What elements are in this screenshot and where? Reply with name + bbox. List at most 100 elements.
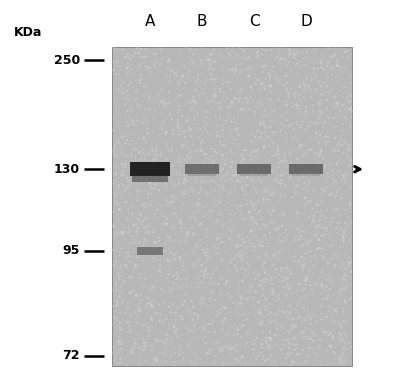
Point — [113, 173, 120, 179]
Point — [320, 82, 326, 88]
Point — [163, 311, 170, 317]
Point — [212, 76, 219, 82]
Point — [204, 100, 211, 106]
Point — [302, 315, 309, 321]
Point — [316, 229, 322, 235]
Point — [114, 264, 121, 270]
Point — [266, 82, 273, 89]
Point — [324, 271, 330, 277]
Point — [222, 233, 228, 239]
Point — [170, 272, 177, 279]
Point — [222, 178, 229, 184]
Point — [132, 50, 139, 56]
Point — [171, 257, 178, 263]
Point — [327, 286, 334, 292]
Point — [316, 236, 322, 242]
Point — [345, 148, 352, 154]
Point — [286, 350, 292, 356]
Point — [137, 300, 143, 307]
Point — [191, 264, 197, 270]
Point — [240, 278, 246, 284]
Point — [328, 312, 335, 318]
Point — [221, 315, 228, 322]
Point — [192, 280, 199, 286]
Point — [266, 311, 273, 317]
Point — [237, 253, 243, 259]
Point — [130, 210, 136, 217]
Point — [347, 98, 353, 104]
Point — [210, 163, 216, 169]
Point — [201, 295, 208, 301]
Point — [134, 314, 140, 321]
Point — [196, 135, 202, 141]
Point — [121, 200, 128, 206]
Point — [149, 303, 155, 309]
Point — [112, 71, 119, 77]
Point — [168, 255, 174, 261]
Point — [171, 205, 177, 212]
Point — [165, 357, 172, 363]
Point — [157, 257, 164, 263]
Point — [226, 226, 233, 232]
Point — [242, 361, 248, 367]
Point — [123, 254, 129, 260]
Point — [148, 184, 154, 190]
Point — [133, 162, 139, 168]
Point — [178, 359, 184, 365]
Point — [340, 263, 346, 269]
Point — [178, 49, 184, 56]
Point — [342, 171, 348, 177]
Point — [340, 283, 347, 289]
Point — [287, 310, 294, 316]
Point — [326, 234, 333, 240]
Point — [287, 303, 293, 310]
Point — [254, 53, 261, 59]
Point — [342, 107, 348, 113]
Point — [282, 321, 288, 327]
Point — [346, 106, 352, 112]
Point — [142, 339, 149, 345]
Point — [148, 298, 154, 305]
Point — [161, 120, 167, 126]
Point — [239, 258, 246, 265]
Point — [126, 324, 132, 330]
Point — [214, 164, 221, 170]
Point — [212, 203, 218, 209]
Point — [182, 157, 188, 163]
Point — [164, 202, 171, 209]
Point — [230, 68, 236, 74]
Point — [163, 275, 169, 281]
Point — [242, 317, 249, 323]
Point — [121, 250, 128, 256]
Point — [233, 129, 239, 135]
Point — [240, 236, 246, 242]
Point — [206, 249, 212, 256]
Point — [196, 78, 203, 84]
Point — [229, 277, 235, 283]
Point — [207, 302, 214, 308]
Point — [197, 178, 204, 184]
Point — [349, 108, 355, 114]
Point — [150, 287, 157, 293]
Point — [176, 256, 183, 262]
Point — [341, 272, 348, 278]
Point — [203, 179, 209, 186]
Point — [236, 251, 243, 257]
Point — [228, 145, 234, 151]
Point — [301, 55, 308, 61]
Point — [288, 85, 294, 91]
Point — [266, 343, 273, 349]
Point — [259, 65, 266, 71]
Point — [145, 300, 152, 306]
Point — [217, 200, 223, 206]
Point — [316, 229, 322, 235]
Point — [261, 143, 267, 149]
Point — [204, 258, 211, 264]
Point — [275, 151, 281, 157]
Point — [228, 259, 234, 266]
Point — [294, 309, 301, 315]
Point — [274, 326, 280, 333]
Point — [325, 179, 331, 185]
Point — [318, 303, 324, 309]
Point — [252, 217, 259, 223]
